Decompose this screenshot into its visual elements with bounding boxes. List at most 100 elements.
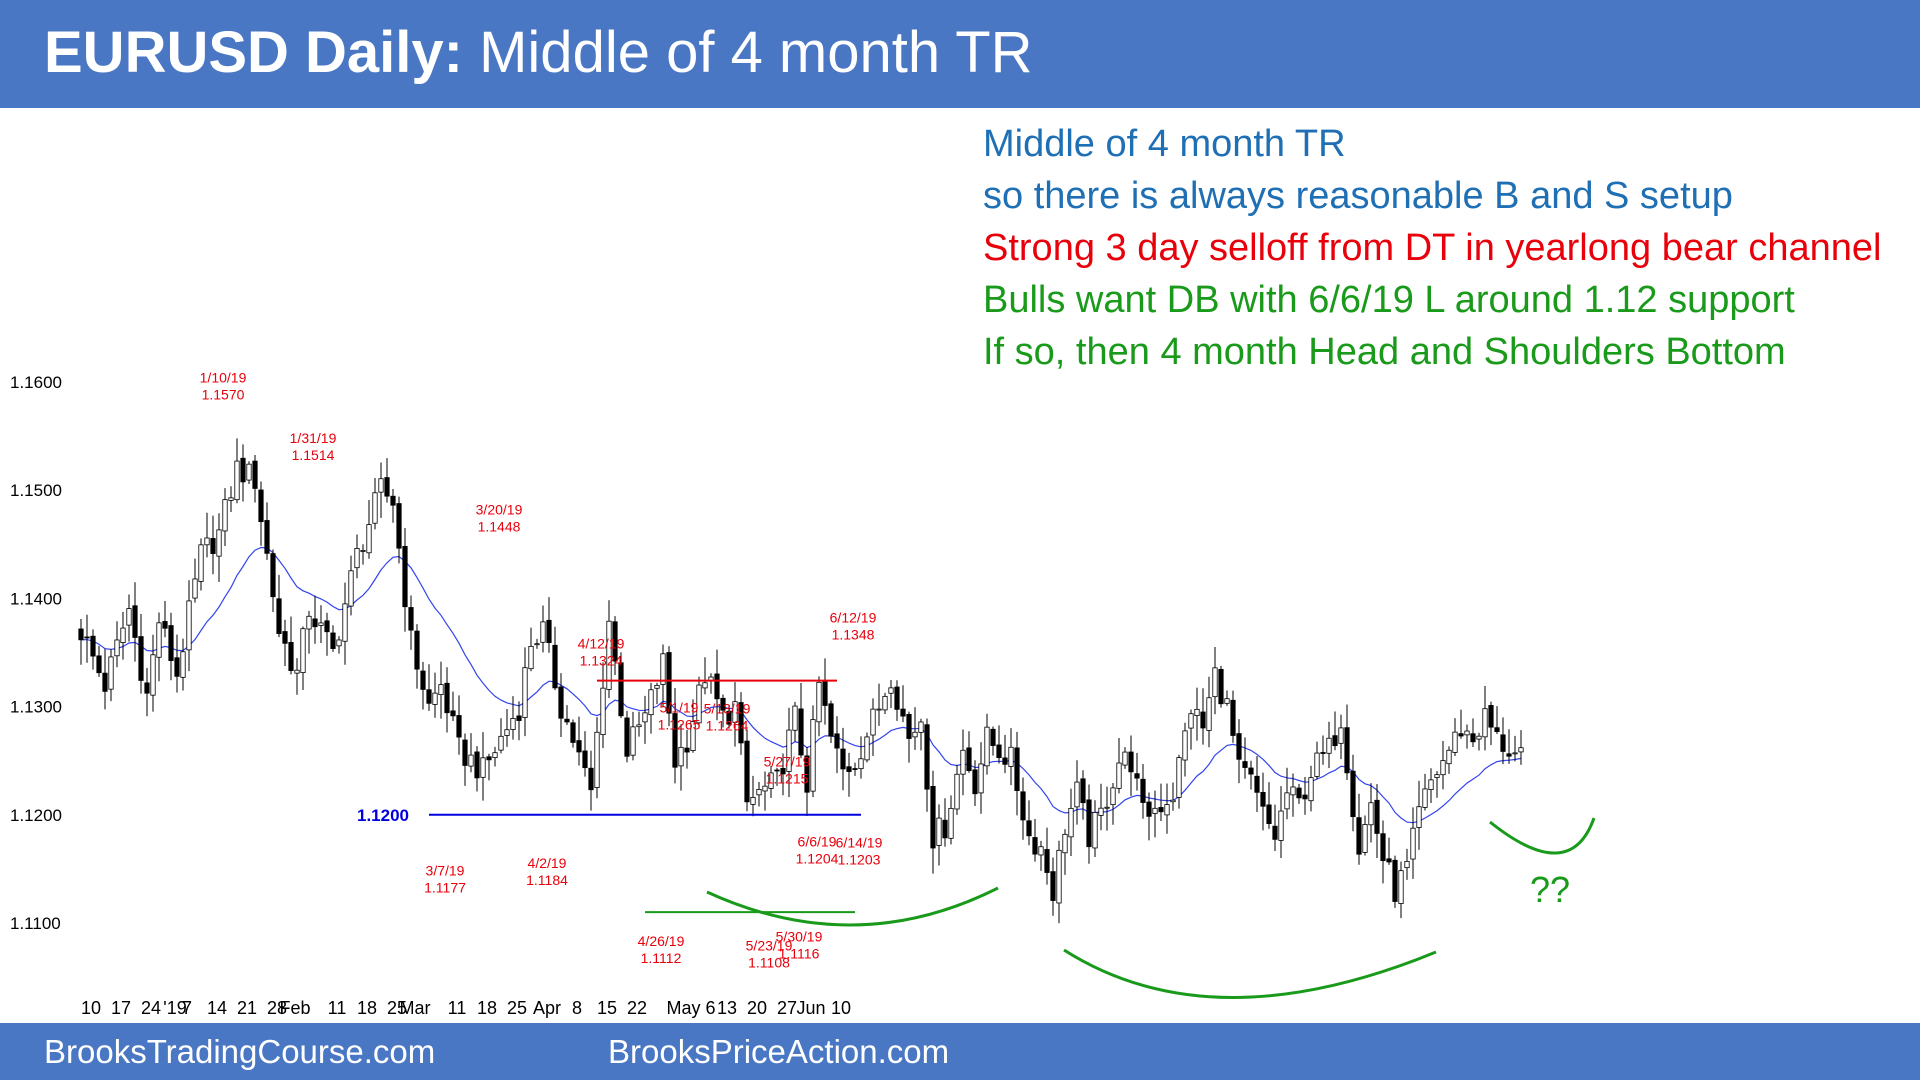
- candle-body: [948, 807, 954, 839]
- candle: [1146, 792, 1152, 841]
- title-rest: Middle of 4 month TR: [479, 20, 1033, 85]
- candle-body: [642, 712, 648, 723]
- candle-body: [1026, 820, 1032, 837]
- candle: [1446, 746, 1452, 774]
- candle-body: [1206, 697, 1212, 731]
- candle-body: [1398, 870, 1404, 904]
- footer-link-left[interactable]: BrooksTradingCourse.com: [44, 1033, 436, 1070]
- candle-body: [300, 628, 306, 673]
- candle-body: [834, 733, 840, 749]
- candle-body: [1308, 777, 1314, 802]
- candle: [462, 733, 468, 786]
- candle-body: [1092, 812, 1098, 849]
- candle: [180, 638, 186, 691]
- candle: [822, 658, 828, 725]
- candle: [600, 662, 606, 749]
- candle: [228, 486, 234, 513]
- x-tick-label: 20: [747, 998, 767, 1018]
- candle-body: [1296, 787, 1302, 799]
- candle: [690, 699, 696, 753]
- note-line-1: Middle of 4 month TR: [983, 123, 1346, 165]
- candle-body: [684, 747, 690, 753]
- candle: [966, 731, 972, 773]
- candle-body: [1290, 786, 1296, 796]
- candle-body: [504, 729, 510, 736]
- candle: [1392, 855, 1398, 908]
- candle: [1014, 731, 1020, 816]
- candle: [1452, 718, 1458, 756]
- candle: [1332, 711, 1338, 751]
- annotation-price: 1.1204: [796, 850, 839, 866]
- candle: [990, 726, 996, 756]
- candle-body: [726, 710, 732, 725]
- page-title: EURUSD Daily: Middle of 4 month TR: [44, 18, 1033, 88]
- candle: [324, 612, 330, 656]
- candle: [546, 597, 552, 653]
- annotation-price: 1.1108: [748, 954, 790, 970]
- x-tick-label: 25: [387, 998, 407, 1018]
- candle: [852, 762, 858, 776]
- candle: [876, 683, 882, 726]
- candle-body: [960, 749, 966, 775]
- candle-body: [1242, 761, 1248, 768]
- candle: [588, 750, 594, 811]
- candle: [114, 621, 120, 668]
- candle: [450, 691, 456, 722]
- candle: [708, 673, 714, 694]
- price-annotation: 5/27/191.1215: [764, 754, 811, 787]
- candle: [534, 638, 540, 649]
- candle-body: [438, 684, 444, 695]
- candle-body: [336, 639, 342, 647]
- candle: [1272, 804, 1278, 852]
- candle-body: [498, 735, 504, 751]
- candle-body: [1338, 727, 1344, 744]
- annotation-price: 1.1514: [292, 447, 335, 463]
- candle-body: [246, 463, 252, 481]
- candle-body: [186, 600, 192, 651]
- candle-body: [762, 785, 768, 792]
- price-annotation: 5/30/191.1116: [776, 929, 823, 962]
- price-annotation: 4/12/191.1324: [578, 636, 625, 669]
- candle: [834, 716, 840, 774]
- candle: [294, 658, 300, 695]
- x-tick-label: 8: [572, 998, 582, 1018]
- candle-body: [534, 643, 540, 646]
- candle-body: [1302, 794, 1308, 800]
- candle-body: [1278, 810, 1284, 841]
- candle: [1212, 646, 1218, 715]
- candle: [1026, 800, 1032, 846]
- price-annotation: 6/14/191.1203: [836, 835, 883, 868]
- candle-body: [864, 736, 870, 761]
- candle-body: [228, 497, 234, 501]
- candle-body: [1344, 727, 1350, 774]
- candle: [1128, 735, 1134, 797]
- candle-body: [1440, 760, 1446, 776]
- candle-body: [1218, 669, 1224, 705]
- candle: [804, 746, 810, 816]
- candle: [858, 736, 864, 779]
- candle-body: [138, 636, 144, 681]
- annotation-price: 1.1112: [641, 950, 682, 966]
- candle-body: [1332, 735, 1338, 747]
- candle: [90, 629, 96, 670]
- candle-body: [270, 553, 276, 598]
- candle: [396, 496, 402, 564]
- candle-body: [1074, 781, 1080, 808]
- candle: [666, 646, 672, 727]
- candle: [540, 605, 546, 653]
- candle: [366, 500, 372, 559]
- footer-link-center[interactable]: BrooksPriceAction.com: [608, 1033, 950, 1070]
- candle: [318, 605, 324, 643]
- candle: [1476, 732, 1482, 751]
- candle-body: [1182, 730, 1188, 761]
- annotation-date: 1/10/19: [200, 369, 247, 385]
- candle: [642, 695, 648, 744]
- x-tick-label: 15: [597, 998, 617, 1018]
- candle-body: [474, 751, 480, 779]
- candle-body: [1512, 752, 1518, 755]
- candle: [1362, 815, 1368, 856]
- x-tick-label: 21: [237, 998, 257, 1018]
- candle: [354, 534, 360, 579]
- candle-body: [1482, 708, 1488, 738]
- note-line-2: so there is always reasonable B and S se…: [983, 175, 1733, 217]
